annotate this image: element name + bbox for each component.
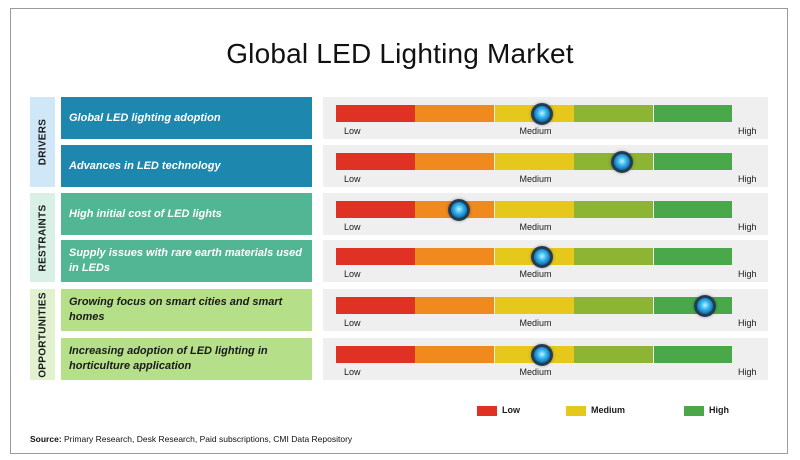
impact-scale-row: Low Medium High <box>323 145 768 187</box>
tick-label-medium: Medium <box>519 126 552 136</box>
category-label: DRIVERS <box>37 118 48 166</box>
scale-segment <box>415 105 495 122</box>
scale-segment <box>653 346 733 363</box>
scale-segment <box>574 105 653 122</box>
impact-marker <box>694 294 717 317</box>
tick-label-medium: Medium <box>519 318 552 328</box>
source-prefix: Source: <box>30 434 62 444</box>
impact-marker <box>610 150 633 173</box>
impact-scale-row: Low Medium High <box>323 97 768 139</box>
tick-label-high: High <box>738 269 757 279</box>
scale-segment <box>653 153 733 170</box>
scale-segment <box>336 153 415 170</box>
category-label: RESTRAINTS <box>37 204 48 271</box>
legend-label: Medium <box>591 405 626 415</box>
tick-label-high: High <box>738 174 757 184</box>
legend-swatch <box>566 406 586 416</box>
tick-label-low: Low <box>344 174 361 184</box>
scale-segment <box>336 248 415 265</box>
scale-segment <box>653 297 733 314</box>
category-label: OPPORTUNITIES <box>37 291 48 378</box>
scale-segment <box>653 248 733 265</box>
impact-scale-row: Low Medium High <box>323 193 768 235</box>
tick-label-low: Low <box>344 222 361 232</box>
scale-segment <box>336 201 415 218</box>
tick-label-low: Low <box>344 269 361 279</box>
tick-label-medium: Medium <box>519 367 552 377</box>
legend-swatch <box>684 406 704 416</box>
scale-segment <box>336 297 415 314</box>
factor-label: Growing focus on smart cities and smart … <box>61 289 312 331</box>
scale-segment <box>494 153 574 170</box>
legend-swatch <box>477 406 497 416</box>
factor-label: Increasing adoption of LED lighting in h… <box>61 338 312 380</box>
impact-marker <box>531 245 554 268</box>
impact-marker <box>448 198 471 221</box>
tick-label-high: High <box>738 367 757 377</box>
tick-label-medium: Medium <box>519 174 552 184</box>
tick-label-medium: Medium <box>519 222 552 232</box>
chart-title: Global LED Lighting Market <box>226 38 574 69</box>
tick-label-low: Low <box>344 126 361 136</box>
scale-segment <box>574 201 653 218</box>
tick-label-low: Low <box>344 318 361 328</box>
impact-scale-row: Low Medium High <box>323 240 768 282</box>
source-note: Source: Primary Research, Desk Research,… <box>30 434 352 444</box>
scale-segment <box>574 346 653 363</box>
scale-segment <box>336 346 415 363</box>
scale-segment <box>574 248 653 265</box>
scale-segment <box>653 201 733 218</box>
source-text: Primary Research, Desk Research, Paid su… <box>61 434 353 444</box>
factor-label: Advances in LED technology <box>61 145 312 187</box>
scale-segment <box>415 153 495 170</box>
tick-label-medium: Medium <box>519 269 552 279</box>
impact-scale-row: Low Medium High <box>323 338 768 380</box>
scale-segment <box>494 201 574 218</box>
category-opportunities: OPPORTUNITIES <box>30 289 55 380</box>
tick-label-high: High <box>738 318 757 328</box>
legend-label: High <box>709 405 729 415</box>
factor-label: High initial cost of LED lights <box>61 193 312 235</box>
factor-label: Supply issues with rare earth materials … <box>61 240 312 282</box>
impact-marker <box>531 102 554 125</box>
factor-label: Global LED lighting adoption <box>61 97 312 139</box>
scale-segment <box>574 297 653 314</box>
category-restraints: RESTRAINTS <box>30 193 55 282</box>
legend-label: Low <box>502 405 520 415</box>
scale-segment <box>494 297 574 314</box>
category-drivers: DRIVERS <box>30 97 55 187</box>
scale-segment <box>653 105 733 122</box>
scale-segment <box>415 248 495 265</box>
tick-label-high: High <box>738 222 757 232</box>
impact-marker <box>531 343 554 366</box>
tick-label-high: High <box>738 126 757 136</box>
scale-segment <box>415 297 495 314</box>
tick-label-low: Low <box>344 367 361 377</box>
scale-segment <box>336 105 415 122</box>
impact-scale-row: Low Medium High <box>323 289 768 331</box>
scale-segment <box>415 346 495 363</box>
